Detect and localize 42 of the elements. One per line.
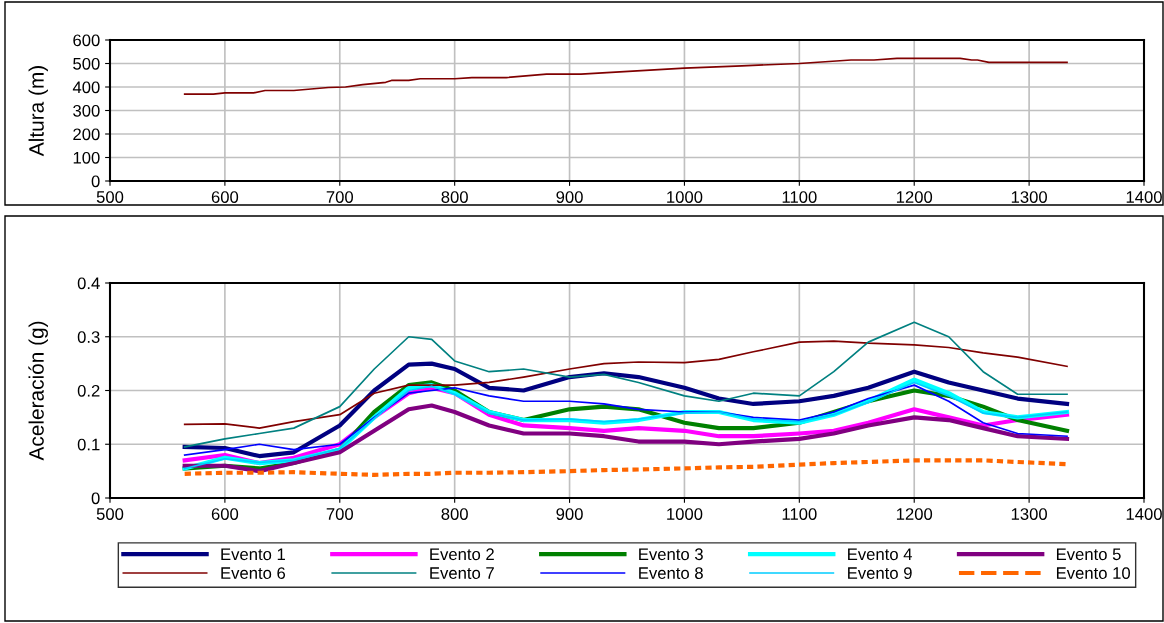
x-tick-label: 600 [211,508,239,520]
x-tick-label: 1300 [1011,191,1047,203]
y-tick-label: 600 [73,34,100,47]
y-tick-label: 0.3 [77,331,100,343]
x-tick-label: 1300 [1011,508,1047,520]
legend-label: Evento 3 [639,548,703,561]
x-tick-label: 900 [556,508,583,520]
legend-label: Evento 8 [639,567,703,579]
x-tick-label: 600 [211,191,239,203]
legend-label: Evento 1 [221,548,285,561]
legend-label: Evento 6 [221,567,286,579]
x-tick-label: 1400 [1126,508,1162,520]
y-tick-label: 0 [91,492,100,505]
y-tick-label: 100 [73,151,100,164]
y-tick-label: 0.4 [77,277,100,290]
y-tick-label: 0.2 [77,384,100,397]
legend-label: Evento 9 [848,567,912,579]
x-tick-label: 700 [326,508,354,520]
x-tick-label: 1000 [667,508,703,520]
y-axis-title: Aceleración (g) [28,321,48,461]
x-tick-label: 700 [326,191,354,203]
y-tick-label: 300 [73,104,100,117]
x-tick-label: 1400 [1126,191,1162,203]
x-tick-label: 800 [441,191,468,203]
x-tick-label: 1100 [782,508,817,520]
y-tick-label: 200 [73,128,100,141]
y-tick-label: 500 [73,57,100,70]
legend-label: Evento 7 [430,567,494,579]
x-tick-label: 1200 [896,508,933,520]
x-tick-label: 900 [556,191,583,203]
x-tick-label: 1000 [667,191,703,203]
y-tick-label: 400 [72,81,100,94]
x-tick-label: 1100 [782,191,817,203]
legend-label: Evento 2 [430,548,494,561]
x-tick-label: 1200 [896,191,933,203]
legend-label: Evento 4 [848,548,913,561]
legend-label: Evento 10 [1056,567,1131,579]
y-axis-title: Altura (m) [28,66,48,157]
y-tick-label: 0.1 [77,438,100,451]
x-tick-label: 800 [441,508,468,520]
legend-label: Evento 5 [1056,548,1121,561]
y-tick-label: 0 [91,175,100,188]
